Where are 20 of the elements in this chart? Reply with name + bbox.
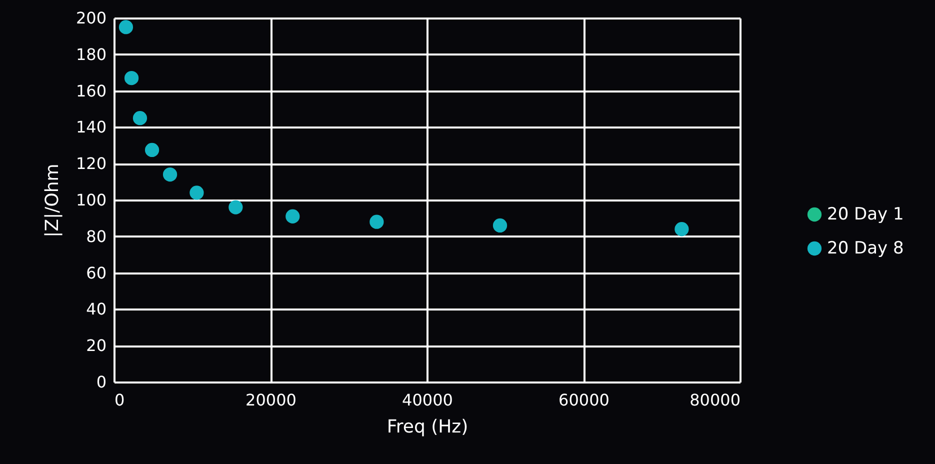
x-tick-label: 40000 — [402, 390, 453, 410]
y-tick-label: 0 — [96, 372, 106, 392]
x-tick-label: 20000 — [246, 390, 296, 410]
x-tick-label: 60000 — [558, 390, 610, 410]
y-tick-label: 180 — [76, 44, 106, 64]
x-tick-label: 0 — [114, 390, 125, 410]
x-axis-title: Freq (Hz) — [386, 416, 468, 438]
y-tick-label: 160 — [76, 81, 106, 100]
y-tick-label: 120 — [76, 154, 106, 174]
x-tick-label: 80000 — [690, 390, 740, 410]
legend-label: 20 Day 1 — [827, 204, 904, 224]
y-axis-title: |Z|/Ohm — [42, 164, 63, 238]
y-tick-label: 80 — [86, 226, 106, 246]
y-tick-label: 140 — [76, 118, 106, 137]
legend-label: 20 Day 8 — [827, 238, 904, 258]
y-tick-label: 200 — [76, 8, 106, 28]
y-tick-label: 40 — [86, 300, 106, 319]
y-tick-label: 60 — [86, 263, 106, 282]
y-tick-label: 20 — [86, 336, 106, 356]
y-tick-label: 100 — [76, 190, 106, 210]
